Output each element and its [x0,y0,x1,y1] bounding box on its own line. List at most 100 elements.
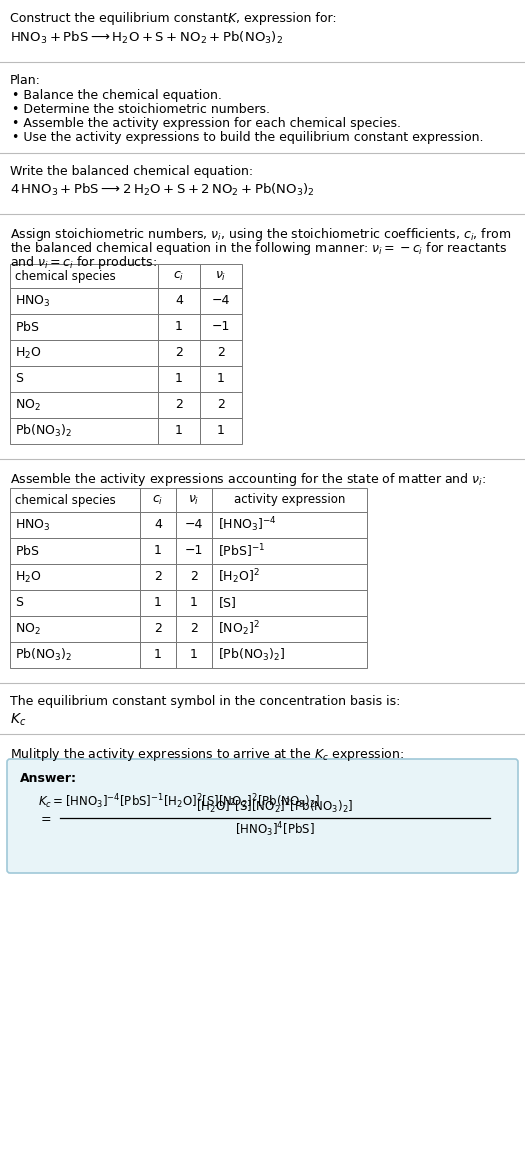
Bar [176,511,212,538]
Bar [212,590,367,616]
Text: the balanced chemical equation in the following manner: $\nu_i = -c_i$ for react: the balanced chemical equation in the fo… [10,240,508,257]
Text: 4: 4 [175,295,183,308]
Bar [158,418,200,444]
Bar [140,538,176,564]
Bar [212,616,367,642]
Text: 1: 1 [217,372,225,386]
Bar [10,366,158,392]
Bar [140,642,176,668]
Bar [212,564,367,590]
Text: $\mathrm{PbS}$: $\mathrm{PbS}$ [15,320,40,334]
Text: chemical species: chemical species [15,494,116,507]
Bar [158,340,200,366]
Bar [200,314,242,340]
Bar [212,642,367,668]
Bar [200,366,242,392]
Text: 2: 2 [175,399,183,411]
Bar [140,564,176,590]
Bar [10,288,158,314]
Bar [10,511,140,538]
Bar [200,392,242,418]
Text: $=$: $=$ [38,811,51,825]
Text: 2: 2 [154,622,162,636]
Text: $\mathrm{H_2O}$: $\mathrm{H_2O}$ [15,569,41,584]
Bar [10,616,140,642]
Text: $\mathrm{S}$: $\mathrm{S}$ [15,372,24,386]
Bar [200,288,242,314]
Text: $\mathrm{NO_2}$: $\mathrm{NO_2}$ [15,397,41,412]
Text: −4: −4 [185,518,203,531]
Text: Assign stoichiometric numbers, $\nu_i$, using the stoichiometric coefficients, $: Assign stoichiometric numbers, $\nu_i$, … [10,226,511,243]
Bar [212,538,367,564]
Bar [176,642,212,668]
Bar [10,264,158,288]
Bar [176,590,212,616]
Bar [212,511,367,538]
Text: $\mathrm{4\,HNO_3 + PbS \longrightarrow 2\,H_2O + S + 2\,NO_2 + Pb(NO_3)_2}$: $\mathrm{4\,HNO_3 + PbS \longrightarrow … [10,182,315,198]
Text: The equilibrium constant symbol in the concentration basis is:: The equilibrium constant symbol in the c… [10,695,401,708]
Text: 1: 1 [217,424,225,438]
Bar [10,538,140,564]
Text: and $\nu_i = c_i$ for products:: and $\nu_i = c_i$ for products: [10,253,157,271]
Bar [212,488,367,511]
Text: $[\mathrm{HNO_3}]^{4}[\mathrm{PbS}]$: $[\mathrm{HNO_3}]^{4}[\mathrm{PbS}]$ [235,820,315,839]
Text: $[\mathrm{H_2O}]^{2}[\mathrm{S}][\mathrm{NO_2}]^{2}[\mathrm{Pb(NO_3)_2}]$: $[\mathrm{H_2O}]^{2}[\mathrm{S}][\mathrm… [196,797,354,816]
Text: 2: 2 [217,399,225,411]
Bar [10,590,140,616]
Bar [140,488,176,511]
Text: $[\mathrm{S}]$: $[\mathrm{S}]$ [218,596,237,611]
Text: $[\mathrm{NO_2}]^{2}$: $[\mathrm{NO_2}]^{2}$ [218,620,260,638]
Bar [10,392,158,418]
Text: , expression for:: , expression for: [236,12,337,25]
Bar [140,590,176,616]
Bar [158,392,200,418]
Bar [140,511,176,538]
Text: −1: −1 [185,545,203,558]
Text: Write the balanced chemical equation:: Write the balanced chemical equation: [10,165,253,179]
Text: $\mathrm{Pb(NO_3)_2}$: $\mathrm{Pb(NO_3)_2}$ [15,647,72,664]
Text: 2: 2 [190,570,198,584]
Bar [140,616,176,642]
Text: chemical species: chemical species [15,270,116,283]
Bar [176,488,212,511]
Text: 1: 1 [190,597,198,609]
Text: 1: 1 [175,424,183,438]
Text: • Use the activity expressions to build the equilibrium constant expression.: • Use the activity expressions to build … [12,131,484,144]
Text: $\mathrm{H_2O}$: $\mathrm{H_2O}$ [15,346,41,361]
Text: 1: 1 [175,372,183,386]
Text: $\mathrm{NO_2}$: $\mathrm{NO_2}$ [15,621,41,637]
Bar [158,288,200,314]
Bar [176,616,212,642]
Bar [158,366,200,392]
Bar [200,418,242,444]
Text: 1: 1 [175,320,183,333]
Text: $c_i$: $c_i$ [152,493,164,507]
FancyBboxPatch shape [7,759,518,873]
Text: 2: 2 [217,347,225,359]
Bar [200,340,242,366]
Text: $[\mathrm{Pb(NO_3)_2}]$: $[\mathrm{Pb(NO_3)_2}]$ [218,647,285,664]
Bar [10,340,158,366]
Text: $\mathrm{PbS}$: $\mathrm{PbS}$ [15,544,40,558]
Text: −1: −1 [212,320,230,333]
Text: 2: 2 [190,622,198,636]
Text: K: K [228,12,236,25]
Text: $c_i$: $c_i$ [173,270,185,282]
Text: activity expression: activity expression [234,493,345,507]
Text: 2: 2 [175,347,183,359]
Text: Mulitply the activity expressions to arrive at the $K_c$ expression:: Mulitply the activity expressions to arr… [10,746,404,763]
Bar [10,642,140,668]
Text: 1: 1 [154,545,162,558]
Text: Answer:: Answer: [20,772,77,785]
Text: $\mathrm{HNO_3 + PbS \longrightarrow H_2O + S + NO_2 + Pb(NO_3)_2}$: $\mathrm{HNO_3 + PbS \longrightarrow H_2… [10,30,283,46]
Text: $[\mathrm{HNO_3}]^{-4}$: $[\mathrm{HNO_3}]^{-4}$ [218,516,277,535]
Text: $\nu_i$: $\nu_i$ [215,270,227,282]
Bar [10,418,158,444]
Text: • Balance the chemical equation.: • Balance the chemical equation. [12,89,222,103]
Bar [158,264,200,288]
Bar [10,314,158,340]
Text: 1: 1 [154,649,162,661]
Text: 4: 4 [154,518,162,531]
Bar [200,264,242,288]
Text: • Assemble the activity expression for each chemical species.: • Assemble the activity expression for e… [12,118,401,130]
